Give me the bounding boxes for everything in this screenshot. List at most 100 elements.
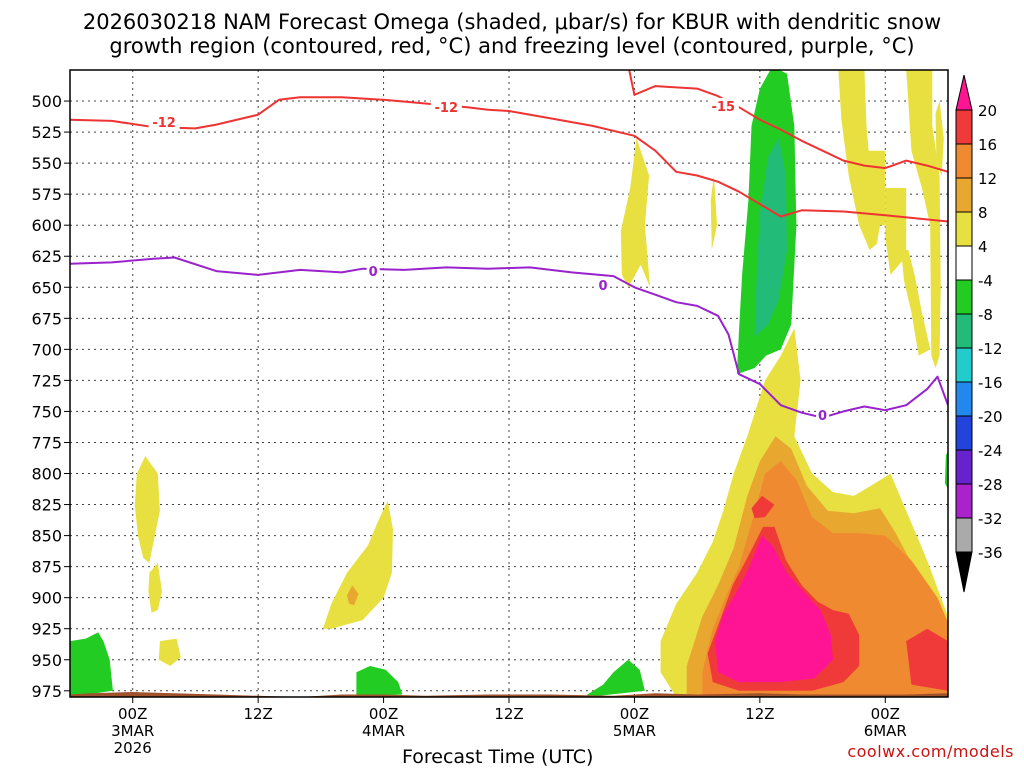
x-tick-label: 00Z — [620, 705, 649, 723]
y-tick-label: 975 — [31, 682, 62, 701]
y-tick-label: 800 — [31, 465, 62, 484]
y-tick-label: 900 — [31, 589, 62, 608]
colorbar-swatch — [955, 415, 973, 451]
chart-title-line-1: 2026030218 NAM Forecast Omega (shaded, μ… — [82, 10, 942, 34]
colorbar-swatch — [955, 177, 973, 213]
omega-ascent-patch — [901, 250, 931, 356]
x-tick-label: 12Z — [243, 705, 272, 723]
colorbar-swatch — [955, 279, 973, 315]
colorbar-top-arrow — [955, 74, 973, 111]
omega-ascent-patch — [134, 456, 160, 563]
x-tick-label: 12Z — [494, 705, 523, 723]
x-tick-year: 2026 — [114, 739, 152, 757]
contour-label-bg — [148, 114, 180, 131]
colorbar-swatch — [955, 245, 973, 281]
chart-title-line-2: growth region (contoured, red, °C) and f… — [109, 34, 915, 58]
x-tick-label: 00Z — [118, 705, 147, 723]
omega-subsidence-core — [754, 138, 787, 337]
colorbar-label: -28 — [978, 476, 1003, 494]
surface-terrain — [70, 692, 948, 697]
y-tick-label: 500 — [31, 92, 62, 111]
omega-ascent-patch — [148, 562, 162, 613]
contour-label: -12 — [435, 101, 459, 116]
y-tick-label: 750 — [31, 402, 62, 421]
omega-ascent-core — [347, 585, 359, 606]
contour-line — [70, 96, 948, 223]
colorbar-swatch — [955, 517, 973, 553]
x-tick-date: 3MAR — [111, 722, 154, 740]
omega-ascent-patch — [710, 175, 717, 250]
omega-ascent-16 — [906, 628, 948, 691]
omega-subsidence-patch — [587, 659, 645, 697]
contour-label-bg — [366, 263, 380, 280]
x-tick-date: 5MAR — [613, 722, 656, 740]
colorbar-label: 12 — [978, 170, 997, 188]
credit-text: coolwx.com/models — [847, 742, 1014, 761]
colorbar-swatch — [955, 381, 973, 417]
y-tick-label: 575 — [31, 185, 62, 204]
contour-line — [70, 256, 948, 419]
y-tick-label: 725 — [31, 371, 62, 390]
omega-ascent-patch — [620, 138, 651, 288]
contour-label: -12 — [152, 116, 176, 131]
y-tick-label: 600 — [31, 216, 62, 235]
x-axis-label: Forecast Time (UTC) — [402, 746, 594, 768]
colorbar-swatch — [955, 449, 973, 485]
contour-label-bg — [430, 99, 462, 116]
contour-label-bg — [596, 276, 610, 293]
colorbar-label: -8 — [978, 306, 993, 324]
colorbar-label: -36 — [978, 544, 1003, 562]
contour-label: 0 — [369, 265, 378, 280]
y-tick-label: 650 — [31, 278, 62, 297]
colorbar-bottom-arrow — [955, 551, 973, 593]
contour-label: -15 — [712, 100, 736, 115]
x-tick-label: 00Z — [871, 705, 900, 723]
y-tick-label: 675 — [31, 309, 62, 328]
omega-subsidence-patch — [356, 666, 403, 697]
y-tick-label: 550 — [31, 154, 62, 173]
y-tick-label: 775 — [31, 433, 62, 452]
colorbar-swatch — [955, 211, 973, 247]
contour-label-bg — [816, 407, 830, 424]
colorbar-label: -24 — [978, 442, 1003, 460]
x-tick-date: 4MAR — [362, 722, 405, 740]
omega-ascent-16 — [751, 495, 775, 519]
colorbar-label: -16 — [978, 374, 1003, 392]
omega-ascent-patch — [935, 101, 944, 176]
omega-subsidence-patch — [70, 632, 113, 697]
colorbar-swatch — [955, 143, 973, 179]
colorbar-label: -20 — [978, 408, 1003, 426]
colorbar-label: 16 — [978, 136, 997, 154]
omega-subsidence-patch — [944, 451, 948, 489]
contour-label: 0 — [599, 279, 608, 294]
y-tick-label: 875 — [31, 558, 62, 577]
colorbar-label: -32 — [978, 510, 1003, 528]
omega-ascent-patch — [885, 188, 907, 275]
y-tick-label: 625 — [31, 247, 62, 266]
y-tick-label: 525 — [31, 123, 62, 142]
colorbar-swatch — [955, 483, 973, 519]
y-tick-label: 925 — [31, 620, 62, 639]
omega-ascent-patch — [853, 150, 886, 226]
colorbar-swatch — [955, 313, 973, 349]
y-tick-label: 700 — [31, 340, 62, 359]
y-tick-label: 825 — [31, 496, 62, 515]
x-tick-label: 12Z — [745, 705, 774, 723]
x-tick-date: 6MAR — [864, 722, 907, 740]
colorbar-label: 8 — [978, 204, 988, 222]
omega-ascent-patch — [906, 70, 941, 368]
colorbar-swatch — [955, 109, 973, 145]
omega-ascent-20 — [714, 535, 833, 683]
contour-label: 0 — [818, 409, 827, 424]
omega-ascent-patch — [322, 500, 393, 629]
colorbar-label: 20 — [978, 102, 997, 120]
omega-ascent-patch — [158, 638, 181, 666]
y-tick-label: 950 — [31, 651, 62, 670]
colorbar-label: 4 — [978, 238, 988, 256]
plot-frame — [69, 69, 949, 698]
x-tick-label: 00Z — [369, 705, 398, 723]
contour-line — [628, 70, 948, 173]
colorbar-label: -4 — [978, 272, 993, 290]
colorbar-label: -12 — [978, 340, 1003, 358]
